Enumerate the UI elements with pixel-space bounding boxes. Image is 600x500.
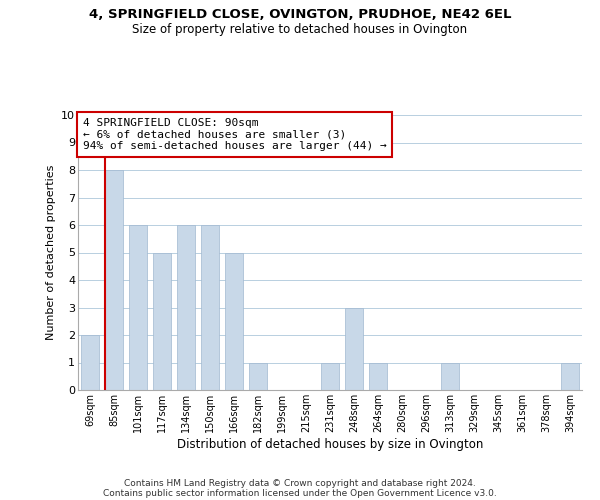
Bar bbox=[153, 252, 171, 390]
Text: Contains HM Land Registry data © Crown copyright and database right 2024.: Contains HM Land Registry data © Crown c… bbox=[124, 478, 476, 488]
Bar bbox=[201, 225, 219, 390]
Bar bbox=[561, 362, 579, 390]
Text: Contains public sector information licensed under the Open Government Licence v3: Contains public sector information licen… bbox=[103, 488, 497, 498]
X-axis label: Distribution of detached houses by size in Ovington: Distribution of detached houses by size … bbox=[177, 438, 483, 450]
Bar bbox=[249, 362, 267, 390]
Bar bbox=[81, 335, 99, 390]
Bar bbox=[129, 225, 147, 390]
Text: 4 SPRINGFIELD CLOSE: 90sqm
← 6% of detached houses are smaller (3)
94% of semi-d: 4 SPRINGFIELD CLOSE: 90sqm ← 6% of detac… bbox=[83, 118, 387, 151]
Bar bbox=[177, 225, 195, 390]
Bar bbox=[345, 308, 363, 390]
Bar bbox=[441, 362, 459, 390]
Bar bbox=[105, 170, 123, 390]
Y-axis label: Number of detached properties: Number of detached properties bbox=[46, 165, 56, 340]
Bar bbox=[321, 362, 339, 390]
Bar bbox=[369, 362, 387, 390]
Text: Size of property relative to detached houses in Ovington: Size of property relative to detached ho… bbox=[133, 22, 467, 36]
Text: 4, SPRINGFIELD CLOSE, OVINGTON, PRUDHOE, NE42 6EL: 4, SPRINGFIELD CLOSE, OVINGTON, PRUDHOE,… bbox=[89, 8, 511, 20]
Bar bbox=[225, 252, 243, 390]
